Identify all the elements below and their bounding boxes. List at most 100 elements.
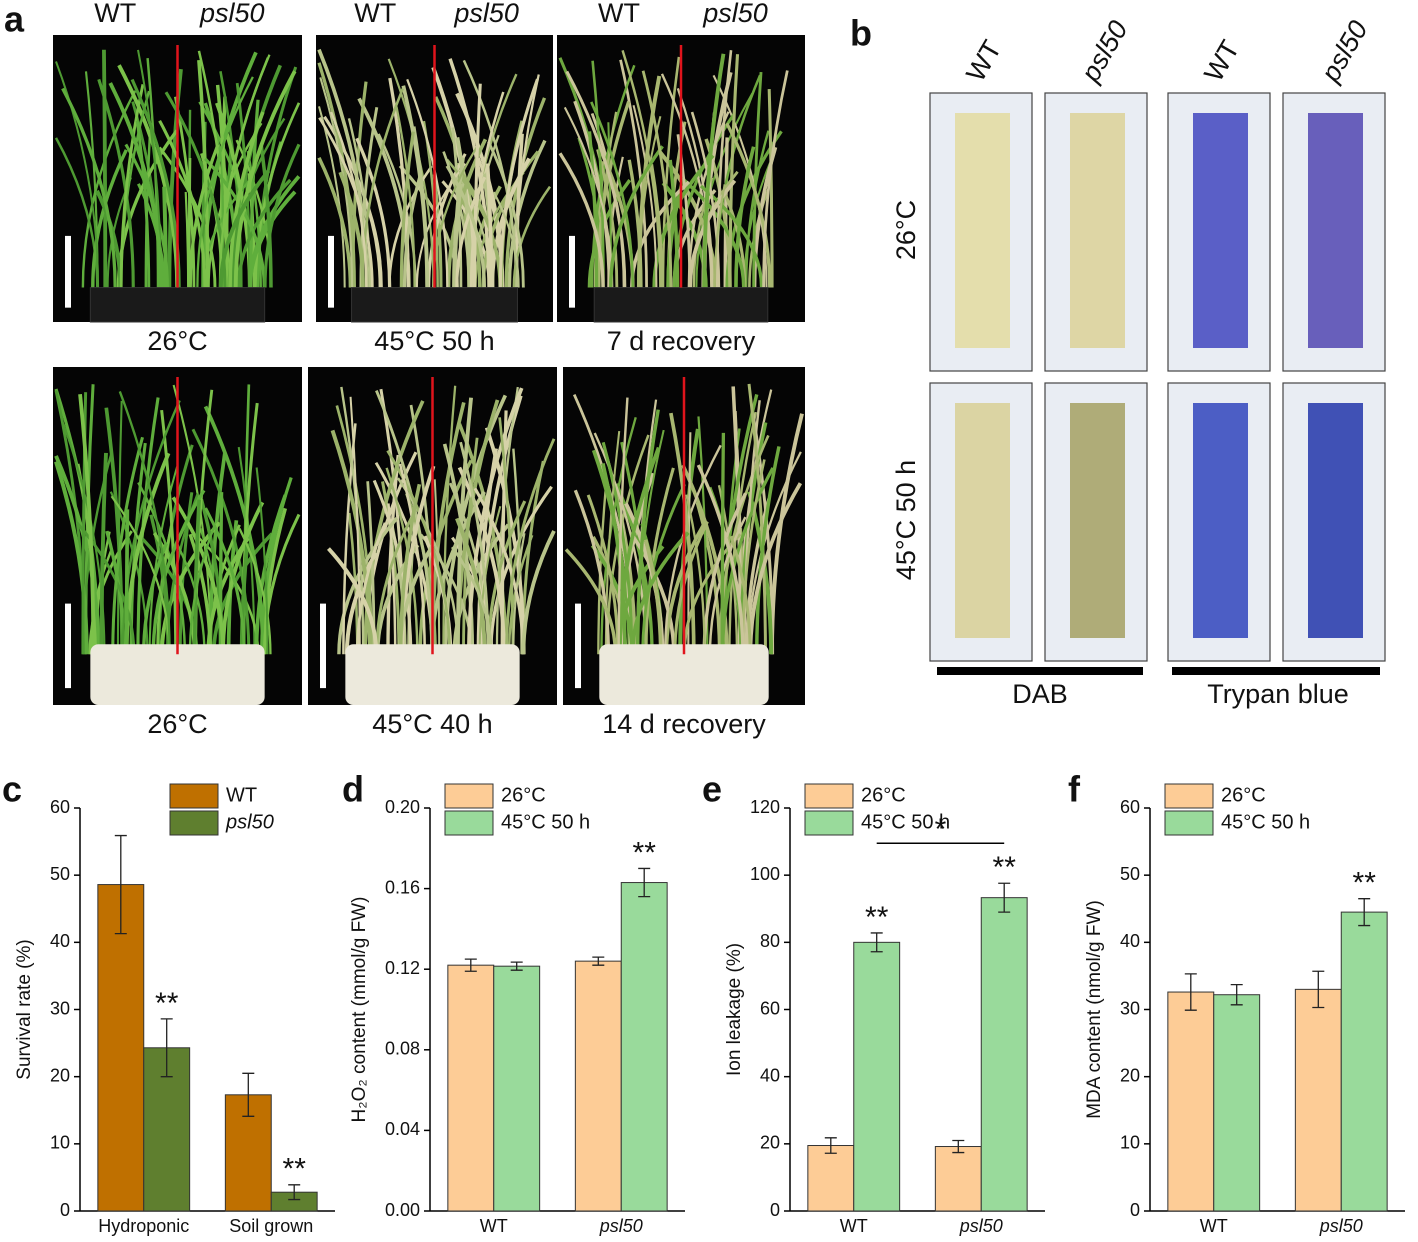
- stain-label: Trypan blue: [1207, 679, 1349, 709]
- error-bar: [870, 932, 883, 953]
- y-tick-label: 0.00: [385, 1200, 420, 1220]
- annotation: **: [1353, 867, 1377, 900]
- leaf-blade: [317, 156, 353, 288]
- leaf-blade: [663, 444, 722, 655]
- legend-label: 45°C 50 h: [1221, 811, 1310, 833]
- error-bar: [952, 1139, 965, 1154]
- leaf-blade: [118, 391, 171, 655]
- panel-a: 26°C WT psl50 45°C 50 h WT psl50 7 d recovery W…: [53, 0, 805, 739]
- leaf-blade: [158, 119, 207, 288]
- legend-label: 45°C 50 h: [501, 811, 590, 833]
- leaf-blade: [755, 446, 781, 655]
- photo: 26°C: [53, 367, 302, 739]
- leaf-blade: [363, 400, 425, 655]
- leaf-blade: [685, 494, 706, 655]
- leaf-blade: [507, 534, 534, 655]
- y-tick-label: 0: [60, 1200, 70, 1220]
- leaf-blade: [262, 513, 301, 655]
- error-bar: [160, 1018, 173, 1078]
- leaf-blade: [218, 492, 224, 655]
- leaf-blade: [188, 524, 216, 655]
- leaf-blade: [94, 531, 111, 655]
- y-tick-label: 0.08: [385, 1039, 420, 1059]
- leaf-blade: [636, 75, 662, 288]
- leaf-blade: [215, 84, 230, 288]
- y-tick-label: 30: [1120, 998, 1140, 1018]
- leaf-blade: [641, 70, 673, 288]
- bar: [1294, 988, 1342, 1212]
- leaf-blade: [111, 436, 144, 655]
- bar: [980, 897, 1028, 1212]
- leaf-blade: [78, 393, 96, 655]
- leaf-blade: [744, 130, 770, 288]
- leaf-blade: [621, 49, 662, 288]
- error-bar: [1312, 970, 1325, 1009]
- leaf-blade: [406, 78, 449, 288]
- leaf-blade: [188, 533, 212, 655]
- condition-label: 45°C 40 h: [372, 709, 492, 739]
- x-tick-label: psl50: [959, 1216, 1003, 1236]
- leaf-blade: [218, 169, 271, 288]
- legend-label: 26°C: [861, 784, 906, 806]
- panel-b: 26°C 45°C 50 h WT psl50 WT psl50 DAB Try…: [891, 16, 1386, 709]
- y-tick-label: 20: [760, 1133, 780, 1153]
- leaf-blade: [590, 101, 635, 288]
- scale-bar: [65, 235, 71, 308]
- leaf-blade: [745, 498, 771, 655]
- leaf-blade: [586, 494, 620, 655]
- y-tick-label: 50: [50, 864, 70, 884]
- error-bar: [592, 956, 605, 966]
- leaf-blade: [473, 83, 482, 288]
- leaf-blade: [388, 77, 410, 288]
- leaf-blade: [387, 503, 397, 655]
- leaf-blade: [338, 171, 365, 288]
- error-bar: [1358, 898, 1371, 927]
- leaf-blade: [337, 516, 399, 655]
- error-bar: [242, 1072, 255, 1117]
- error-bar: [1184, 973, 1197, 1011]
- leaf-blade: [498, 417, 515, 655]
- column-label: WT: [960, 35, 1007, 86]
- photo: 14 d recovery: [563, 367, 805, 739]
- stain-label: DAB: [1012, 679, 1068, 709]
- bar: [934, 1146, 982, 1212]
- leaf-blade: [233, 70, 297, 288]
- row-label: 45°C 50 h: [891, 460, 921, 580]
- leaf-blade: [485, 163, 494, 288]
- leaf-blade: [197, 60, 210, 288]
- leaf-blade: [412, 126, 429, 288]
- leaf-blade: [238, 527, 272, 655]
- y-tick-label: 60: [50, 797, 70, 817]
- tray: [351, 287, 518, 323]
- bar: [574, 960, 622, 1212]
- leaf-blade: [259, 145, 273, 288]
- error-bar: [288, 1184, 301, 1201]
- annotation: **: [993, 851, 1017, 884]
- panel-label: c: [2, 769, 22, 810]
- leaf-blade: [191, 428, 251, 655]
- leaf-blade: [504, 97, 547, 288]
- leaf-blade: [442, 385, 457, 655]
- legend-swatch: [169, 810, 219, 836]
- leaf-blade: [330, 111, 368, 288]
- leaf-blade: [672, 112, 736, 288]
- leaf-blade: [54, 137, 99, 288]
- column-label: psl50: [1315, 16, 1374, 88]
- bar: [807, 1145, 855, 1212]
- leaf-blade: [696, 464, 745, 655]
- leaf-blade: [317, 62, 356, 288]
- leaf: [955, 113, 1010, 348]
- leaf-blade: [192, 499, 201, 655]
- leaf-blade: [630, 531, 690, 655]
- leaf-blade: [375, 511, 416, 655]
- leaf: [1193, 403, 1248, 638]
- leaf: [1070, 113, 1125, 348]
- y-tick-label: 100: [750, 864, 780, 884]
- legend-label: 45°C 50 h: [861, 811, 950, 833]
- bar: [620, 882, 668, 1212]
- x-tick-label: Hydroponic: [98, 1216, 189, 1236]
- leaf-blade: [102, 49, 108, 288]
- leaf-blade: [688, 179, 737, 288]
- legend-label: psl50: [225, 811, 274, 833]
